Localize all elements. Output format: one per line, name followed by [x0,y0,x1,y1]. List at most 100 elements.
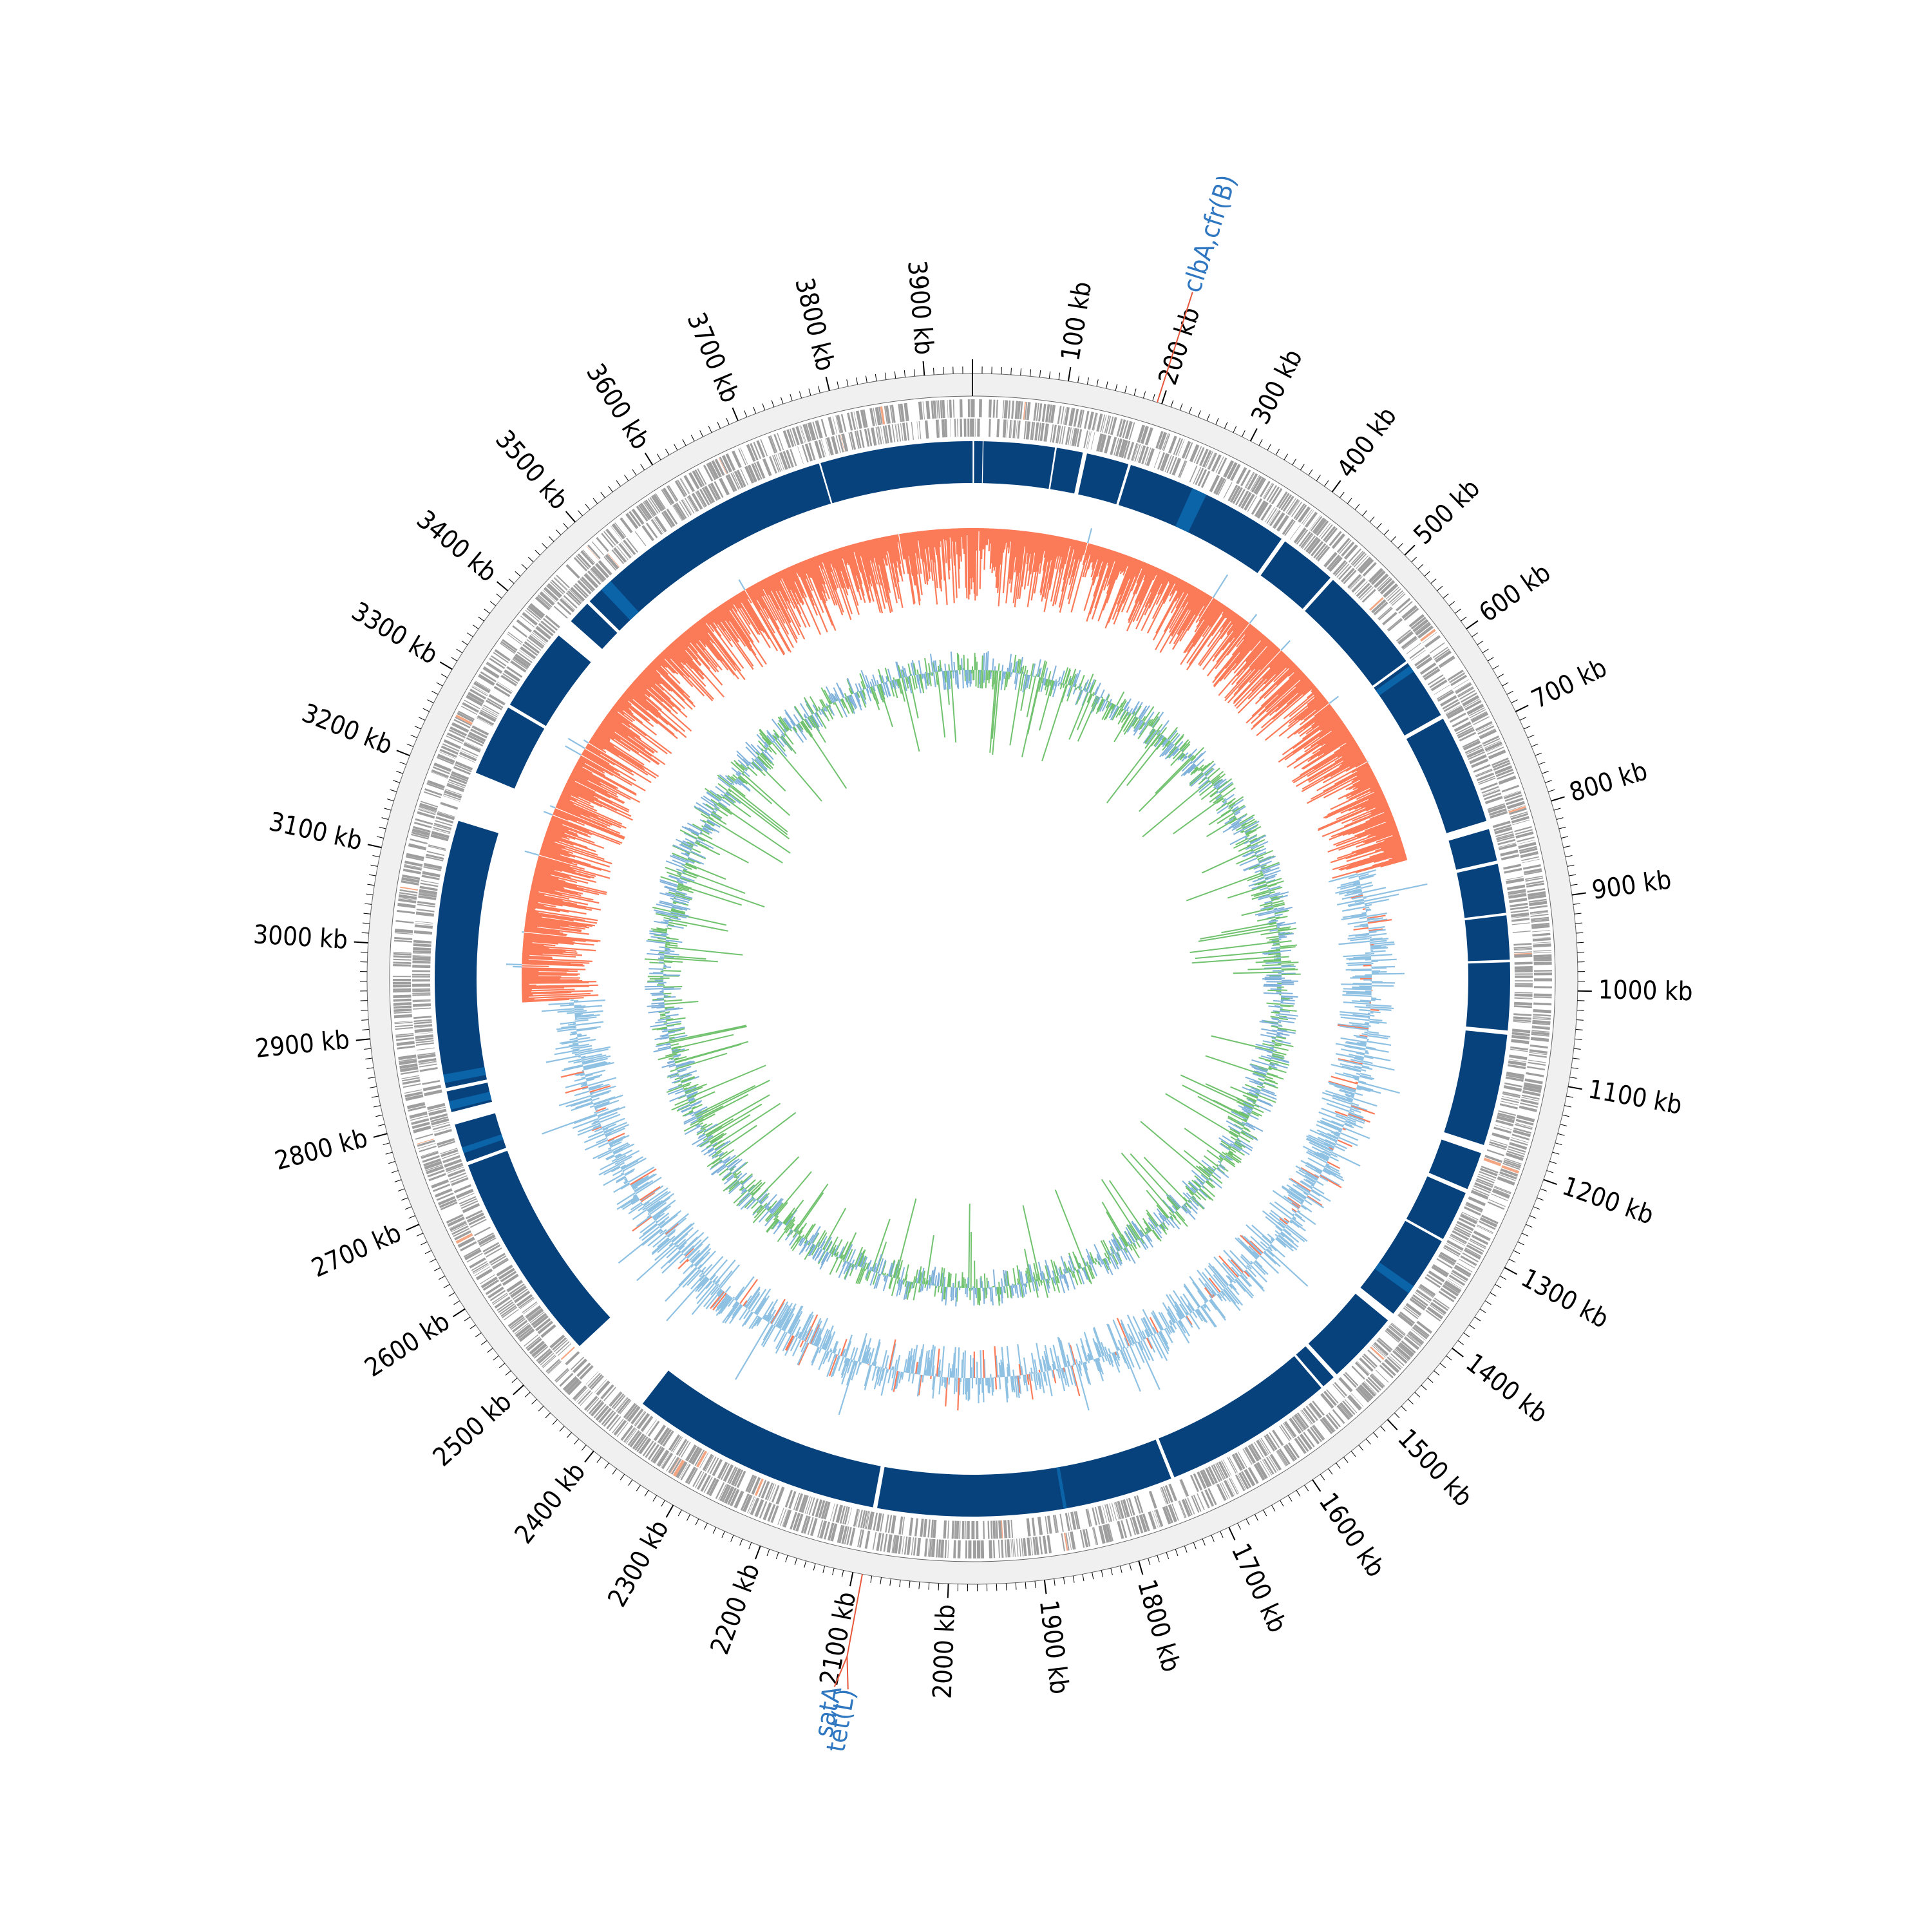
cds-forward [1087,412,1094,430]
cds-forward [393,994,412,999]
cds-forward [1459,690,1476,700]
gc-content-bar [1249,1240,1264,1254]
gc-content-bar [542,1008,574,1012]
cds-reverse [784,1490,793,1508]
minor-tick [1092,1572,1094,1580]
gc-content-bar [1307,692,1322,705]
gc-content-bar [1146,576,1177,634]
minor-tick [1572,1057,1580,1059]
gc-content-bar [1255,1260,1263,1268]
cds-reverse [1514,993,1533,997]
gc-content-bar [1007,529,1010,548]
gc-content-bar [616,1192,636,1206]
gc-content-bar [1224,643,1274,699]
gc-content-bar [1174,1304,1184,1319]
cds-forward [1357,556,1372,572]
gc-content-bar [1335,1115,1347,1121]
cds-forward [567,1380,582,1396]
cds-reverse [1106,1504,1112,1522]
cds-reverse [1240,491,1252,509]
cds-reverse [1189,1475,1199,1492]
gc-content-bar [1187,587,1197,603]
cds-forward [1510,813,1529,820]
cds-reverse [1157,452,1166,470]
cds-reverse [941,419,945,438]
gc-content-bar [569,775,625,804]
cds-forward [555,1369,570,1383]
cds-forward [1532,1023,1551,1026]
gc-content-bar [536,865,555,871]
gc-content-bar [577,761,637,795]
gc-content-bar [555,806,621,835]
cds-forward [1316,520,1329,536]
minor-tick [1538,761,1546,765]
gc-content-bar [1296,1210,1316,1226]
minor-tick [1555,1142,1562,1146]
gc-content-bar [844,1340,852,1358]
cds-forward [547,1361,562,1374]
gc-content-bar [1097,553,1123,621]
cds-reverse [1510,1048,1528,1052]
cds-forward [1256,1462,1268,1479]
gc-content-bar [983,528,985,549]
cds-forward [1011,401,1015,419]
gc-content-bar [1178,1320,1184,1328]
minor-tick [563,523,569,529]
gc-content-bar [1301,735,1353,770]
gc-content-bar [951,1364,954,1378]
gc-content-bar [636,1245,676,1282]
gc-content-bar [1187,594,1210,631]
cds-reverse [1399,1311,1416,1325]
gc-content-bar [609,1139,623,1146]
gc-content-bar [546,829,568,838]
gc-content-bar [806,1329,813,1343]
gc-content-bar [1063,1367,1070,1387]
minor-tick [904,370,906,377]
cds-forward [462,702,479,713]
cds-forward [1517,836,1535,842]
cds-forward [1454,1266,1470,1278]
gc-content-bar [802,1331,808,1341]
cds-forward [580,1392,593,1406]
gc-content-bar [522,991,572,995]
gc-content-bar [750,1289,767,1312]
cds-reverse [1092,1507,1097,1526]
cds-reverse [1356,1361,1370,1374]
cds-forward [1430,1302,1447,1315]
cds-forward [1533,996,1552,998]
minor-tick [381,817,389,820]
gc-content-bar [1320,1173,1340,1186]
gc-content-bar [989,528,993,569]
gc-content-bar [1182,592,1207,631]
cds-forward [933,400,937,419]
cds-reverse [1023,421,1027,439]
homology-block-partial [1374,1262,1414,1294]
gc-content-bar [531,885,555,892]
minor-tick [365,1057,373,1059]
gc-content-bar [539,853,578,866]
gc-content-bar [1360,1072,1372,1077]
gc-content-bar [1036,533,1044,572]
cds-forward [1215,456,1224,473]
cds-reverse [537,625,552,638]
gc-content-bar [659,1210,682,1228]
minor-tick [364,1048,372,1050]
minor-tick [1497,674,1504,678]
cds-reverse [909,1517,914,1536]
gc-content-bar [1323,772,1374,799]
gc-content-bar [562,791,572,797]
gc-content-bar [1317,1137,1336,1146]
cds-reverse [856,430,862,449]
cds-reverse [956,1520,960,1539]
cds-reverse [474,1226,491,1236]
gc-content-bar [1347,816,1394,835]
gc-content-bar [638,1224,658,1240]
gc-content-bar [1274,1201,1294,1217]
cds-forward [1464,699,1482,711]
gc-content-bar [527,909,598,922]
tick-label: 2300 kb [602,1515,674,1612]
cds-reverse [552,1337,567,1351]
gc-content-bar [522,952,543,955]
cds-reverse [1358,585,1372,599]
gc-content-bar [581,1053,603,1059]
